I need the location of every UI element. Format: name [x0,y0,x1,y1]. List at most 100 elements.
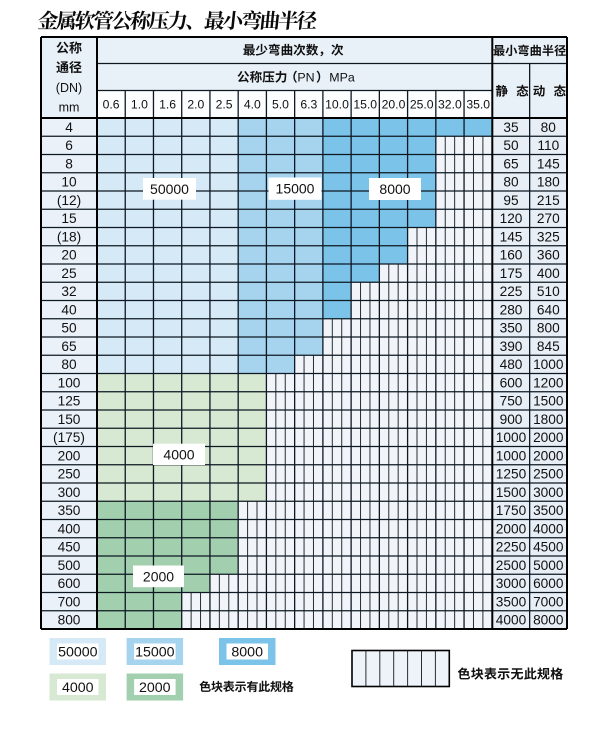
svg-text:2000: 2000 [533,448,564,463]
svg-text:2250: 2250 [496,540,527,555]
svg-text:80: 80 [503,175,519,190]
svg-text:6: 6 [65,138,73,153]
svg-text:95: 95 [503,193,519,208]
svg-text:3500: 3500 [533,503,564,518]
svg-text:0.6: 0.6 [103,98,120,112]
svg-text:35.0: 35.0 [466,98,490,112]
svg-text:25.0: 25.0 [410,98,434,112]
svg-text:2.5: 2.5 [216,98,233,112]
svg-text:8000: 8000 [533,613,564,628]
svg-text:8: 8 [65,156,73,171]
svg-text:(12): (12) [57,193,81,208]
svg-text:300: 300 [58,485,81,500]
svg-text:1500: 1500 [533,394,564,409]
svg-text:700: 700 [58,594,81,609]
svg-text:4500: 4500 [533,540,564,555]
svg-text:225: 225 [500,284,523,299]
svg-text:4000: 4000 [163,446,194,462]
svg-text:1750: 1750 [496,503,527,518]
svg-text:120: 120 [500,211,523,226]
svg-text:2500: 2500 [533,467,564,482]
svg-text:500: 500 [58,558,81,573]
svg-text:900: 900 [500,412,523,427]
svg-text:600: 600 [58,576,81,591]
svg-text:270: 270 [537,211,560,226]
svg-text:80: 80 [541,120,557,135]
svg-text:2.0: 2.0 [187,98,204,112]
svg-text:8000: 8000 [379,181,410,197]
svg-text:(DN): (DN) [56,81,82,95]
svg-text:40: 40 [61,302,77,317]
svg-text:4000: 4000 [62,680,94,696]
svg-text:360: 360 [537,248,560,263]
svg-text:510: 510 [537,284,560,299]
svg-text:350: 350 [500,321,523,336]
svg-text:5.0: 5.0 [272,98,289,112]
svg-text:(175): (175) [53,430,85,445]
svg-text:150: 150 [58,412,81,427]
svg-text:65: 65 [503,156,519,171]
svg-text:845: 845 [537,339,560,354]
svg-text:4000: 4000 [533,521,564,536]
svg-text:35: 35 [503,120,519,135]
svg-text:450: 450 [58,540,81,555]
svg-text:215: 215 [537,193,560,208]
svg-text:32.0: 32.0 [438,98,462,112]
svg-text:125: 125 [58,394,81,409]
svg-text:50: 50 [503,138,519,153]
svg-text:3000: 3000 [533,485,564,500]
svg-text:1000: 1000 [496,430,527,445]
svg-text:160: 160 [500,248,523,263]
svg-text:280: 280 [500,302,523,317]
svg-text:4000: 4000 [496,613,527,628]
svg-text:15.0: 15.0 [353,98,377,112]
svg-text:4.0: 4.0 [244,98,261,112]
svg-text:1800: 1800 [533,412,564,427]
svg-text:800: 800 [58,613,81,628]
svg-text:1000: 1000 [533,357,564,372]
svg-text:390: 390 [500,339,523,354]
svg-text:50000: 50000 [150,181,189,197]
svg-text:250: 250 [58,467,81,482]
svg-text:750: 750 [500,394,523,409]
svg-text:200: 200 [58,448,81,463]
svg-text:15000: 15000 [135,645,175,661]
svg-text:100: 100 [58,375,81,390]
svg-text:1250: 1250 [496,467,527,482]
svg-text:350: 350 [58,503,81,518]
svg-text:5000: 5000 [533,558,564,573]
svg-text:7000: 7000 [533,594,564,609]
svg-text:50: 50 [61,321,77,336]
svg-text:600: 600 [500,375,523,390]
svg-text:50000: 50000 [58,645,98,661]
svg-text:145: 145 [537,156,560,171]
svg-text:MPa: MPa [329,71,355,85]
svg-text:1200: 1200 [533,375,564,390]
svg-text:2000: 2000 [496,521,527,536]
svg-text:65: 65 [61,339,77,354]
svg-text:32: 32 [61,284,76,299]
svg-text:mm: mm [59,101,80,115]
svg-text:480: 480 [500,357,523,372]
svg-text:15: 15 [61,211,77,226]
svg-text:80: 80 [61,357,77,372]
svg-text:1.6: 1.6 [159,98,176,112]
svg-text:6.3: 6.3 [300,98,317,112]
svg-text:25: 25 [61,266,77,281]
svg-text:1000: 1000 [496,448,527,463]
svg-text:3500: 3500 [496,594,527,609]
svg-text:400: 400 [58,521,81,536]
svg-text:145: 145 [500,229,523,244]
svg-text:4: 4 [65,120,73,135]
svg-text:10.0: 10.0 [325,98,349,112]
svg-text:2000: 2000 [533,430,564,445]
svg-text:2000: 2000 [139,680,171,696]
svg-text:3000: 3000 [496,576,527,591]
svg-text:PN: PN [297,71,314,85]
svg-text:20: 20 [61,248,77,263]
svg-text:1500: 1500 [496,485,527,500]
svg-text:(18): (18) [57,229,81,244]
svg-text:8000: 8000 [231,645,263,661]
svg-text:110: 110 [537,138,559,153]
svg-text:180: 180 [537,175,560,190]
